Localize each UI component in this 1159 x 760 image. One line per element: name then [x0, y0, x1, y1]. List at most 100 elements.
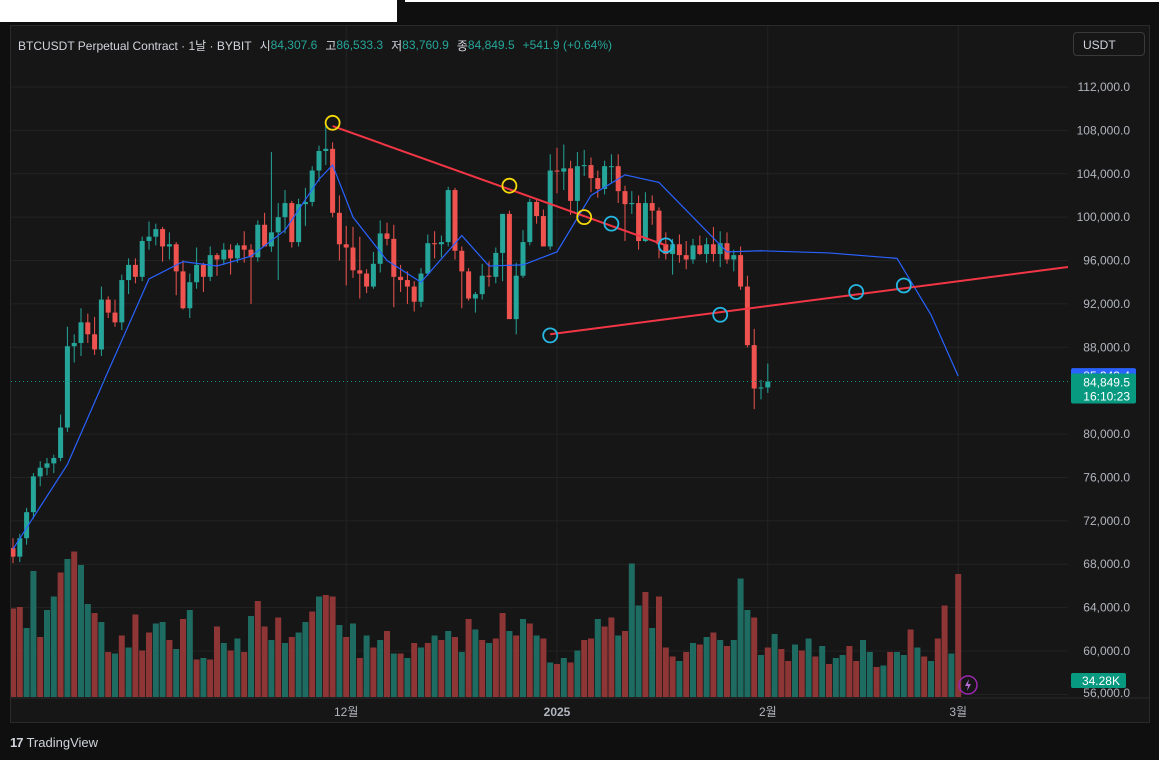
volume-bar	[370, 647, 377, 697]
candle-body	[282, 203, 288, 218]
volume-bar	[186, 610, 193, 697]
low-label: 저	[391, 38, 403, 53]
high-value: 86,533.3	[336, 38, 384, 52]
volume-bar	[628, 563, 635, 697]
volume-bar	[268, 640, 275, 697]
candle-body	[432, 243, 438, 245]
candle-body	[132, 264, 138, 277]
volume-bar	[601, 626, 608, 697]
candle-body	[690, 245, 696, 260]
volume-bar	[234, 638, 241, 697]
volume-bar	[506, 631, 513, 697]
volume-bar	[98, 622, 105, 697]
candle-body	[731, 255, 737, 260]
volume-bar	[717, 640, 724, 697]
volume-bar	[805, 638, 812, 697]
symbol-header: BTCUSDT Perpetual Contract · 1날 · BYBIT …	[18, 37, 620, 53]
volume-bar	[118, 635, 125, 697]
candle-body	[636, 203, 642, 242]
candle-body	[744, 286, 750, 346]
volume-bar	[193, 659, 200, 697]
volume-bar	[363, 635, 370, 697]
candle-body	[180, 271, 186, 309]
y-tick-label: 92,000.0	[1083, 297, 1130, 311]
y-tick-label: 88,000.0	[1083, 340, 1130, 354]
candle-body	[377, 233, 383, 264]
volume-bar	[282, 643, 288, 697]
volume-bar	[377, 640, 384, 697]
volume-bar	[356, 658, 363, 697]
volume-bar	[411, 643, 418, 697]
volume-bar	[105, 652, 112, 697]
candle-body	[357, 270, 363, 274]
y-tick-label: 56,000.0	[1083, 686, 1130, 700]
volume-bar	[533, 635, 540, 697]
volume-bar	[424, 643, 431, 697]
candle-body	[112, 312, 118, 323]
volume-bar	[404, 658, 411, 697]
candle-body	[221, 249, 227, 260]
volume-bar	[914, 647, 921, 697]
volume-bar	[744, 610, 751, 697]
candle-body	[547, 170, 553, 247]
volume-bar	[322, 595, 329, 697]
top-strip-left	[0, 0, 397, 22]
candle-body	[683, 255, 689, 260]
candle-body	[24, 512, 30, 539]
candle-body	[500, 213, 506, 253]
candle-body	[493, 252, 499, 277]
volume-bar	[778, 649, 785, 697]
candle-body	[595, 178, 601, 189]
volume-bar	[30, 571, 37, 697]
volume-bar	[11, 608, 16, 697]
candle-body	[51, 457, 57, 464]
volume-bar	[554, 664, 560, 697]
marker-circle	[324, 114, 341, 131]
y-tick-label: 72,000.0	[1083, 514, 1130, 528]
volume-bar	[336, 625, 343, 697]
close-label: 종	[456, 38, 468, 53]
candle-body	[166, 244, 172, 247]
volume-bar	[798, 650, 805, 697]
candle-body	[207, 255, 213, 277]
tradingview-brand: TradingView	[26, 734, 99, 750]
symbol-title[interactable]: BTCUSDT Perpetual Contract · 1날 · BYBIT	[18, 38, 252, 53]
candle-body	[228, 249, 234, 259]
volume-bar	[207, 659, 214, 697]
candle-body	[697, 245, 703, 255]
candle-body	[296, 204, 302, 243]
volume-bar	[649, 628, 656, 697]
currency-button[interactable]: USDT	[1073, 32, 1145, 56]
y-tick-label: 104,000.0	[1077, 167, 1131, 181]
candle-body	[438, 242, 444, 245]
candle-body	[119, 280, 125, 323]
candle-body	[139, 241, 145, 277]
volume-bar	[329, 596, 336, 697]
tradingview-logo[interactable]: 17 TradingView	[10, 733, 98, 751]
candle-body	[520, 242, 526, 276]
candle-body	[466, 271, 472, 299]
lightning-icon[interactable]	[958, 675, 978, 695]
candle-body	[384, 233, 390, 239]
candle-body	[588, 165, 594, 179]
volume-bar	[64, 559, 71, 697]
volume-bar	[132, 614, 139, 697]
volume-bar	[635, 605, 642, 697]
candle-body	[194, 264, 200, 283]
candle-body	[214, 255, 220, 260]
candle-body	[765, 381, 771, 388]
volume-bar	[588, 638, 594, 697]
volume-bar	[37, 637, 44, 697]
candle-body	[187, 282, 193, 309]
candle-body	[234, 245, 240, 259]
candle-body	[568, 168, 574, 201]
candle-body	[30, 476, 36, 513]
marker-circle	[895, 277, 912, 294]
candle-body	[751, 345, 757, 389]
candle-body	[268, 232, 274, 247]
volume-bar	[44, 610, 50, 697]
candle-body	[44, 463, 50, 468]
volume-bar	[853, 661, 860, 697]
volume-bar	[785, 661, 792, 697]
